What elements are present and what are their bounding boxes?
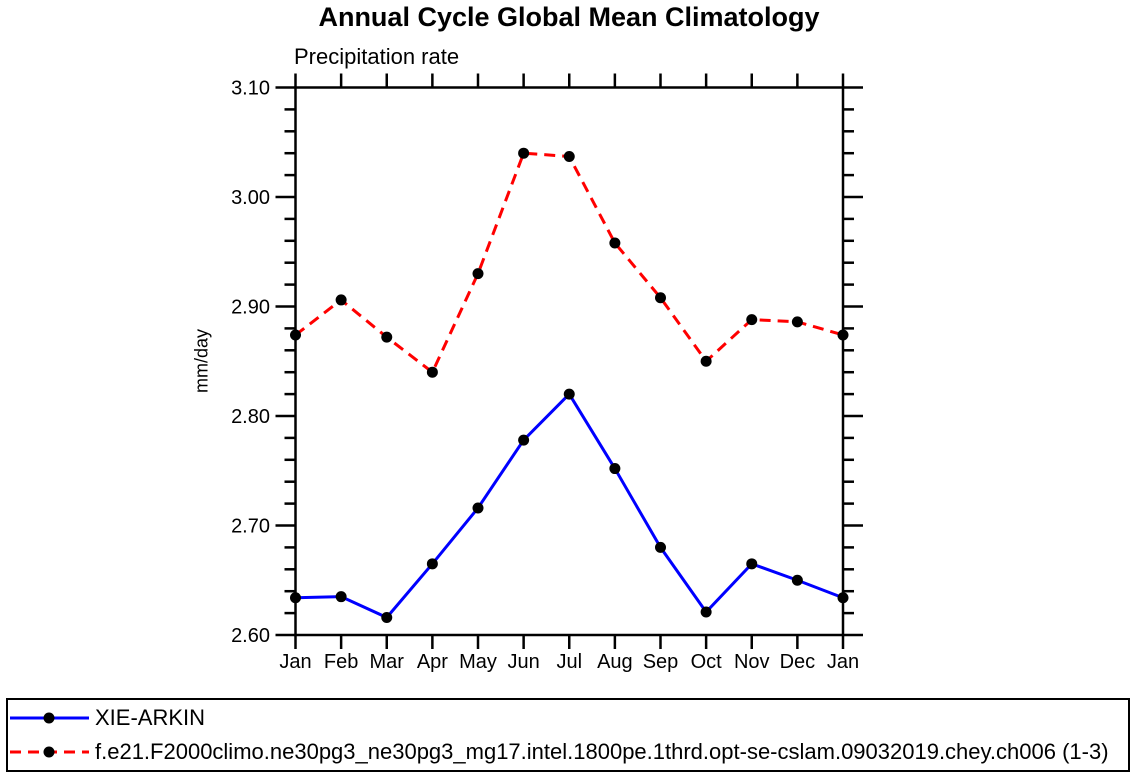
plot-area: 2.60 2.70 2.80 2.90 3.00 3.10 Jan Feb Mar Apr May J… <box>231 73 863 673</box>
legend-swatch-solid-line <box>10 712 89 724</box>
data-point-marker <box>746 558 758 570</box>
x-tick-label: Sep <box>643 651 679 673</box>
x-tick-label: Jan <box>827 651 859 673</box>
series-line-0 <box>295 391 844 620</box>
plot-subtitle: Precipitation rate <box>294 44 460 69</box>
x-tick-label: Feb <box>324 651 358 673</box>
data-point-marker <box>290 329 301 341</box>
data-point-marker <box>381 611 393 623</box>
x-tick-label: Dec <box>780 651 816 673</box>
legend-label-model: f.e21.F2000climo.ne30pg3_ne30pg3_mg17.in… <box>95 739 1109 764</box>
data-point-marker <box>381 331 393 343</box>
y-tick-label: 2.70 <box>231 516 270 538</box>
data-point-marker <box>472 268 484 280</box>
y-tick-label: 2.60 <box>231 625 270 647</box>
x-tick-label: Oct <box>691 651 723 673</box>
data-point-marker <box>791 574 803 586</box>
x-tick-label: Aug <box>597 651 633 673</box>
x-tick-label: Jun <box>508 651 540 673</box>
series-line-1 <box>294 151 844 375</box>
data-point-marker <box>518 434 530 446</box>
plot-frame <box>294 86 845 637</box>
chart-title: Annual Cycle Global Mean Climatology <box>318 2 820 32</box>
data-point-marker <box>290 592 301 604</box>
y-tick-label: 3.00 <box>231 187 270 209</box>
data-point-marker <box>837 592 849 604</box>
data-point-marker <box>335 294 347 306</box>
data-point-marker <box>563 150 575 162</box>
x-tick-label: Jul <box>556 651 582 673</box>
y-tick-label: 2.90 <box>231 297 270 319</box>
data-point-marker <box>518 147 530 159</box>
x-tick-label: Apr <box>417 651 448 673</box>
legend-label-obs: XIE-ARKIN <box>95 705 206 730</box>
data-point-marker <box>655 292 666 304</box>
legend-box: XIE-ARKIN f.e21.F2000climo.ne30pg3_ne30p… <box>6 698 1130 772</box>
data-point-marker <box>609 237 621 249</box>
data-point-marker <box>655 541 666 553</box>
data-point-marker <box>426 558 438 570</box>
data-point-marker <box>746 314 758 326</box>
x-tick-label: Nov <box>734 651 770 673</box>
x-tick-label: Jan <box>279 651 311 673</box>
data-point-marker <box>472 502 484 514</box>
data-point-marker <box>700 355 712 367</box>
y-tick-label: 2.80 <box>231 406 270 428</box>
data-point-marker <box>837 329 849 341</box>
legend-swatch-dashed-line <box>10 746 89 758</box>
x-tick-label: Mar <box>370 651 405 673</box>
data-point-marker <box>700 606 712 618</box>
y-tick-label: 3.10 <box>231 78 270 100</box>
data-point-marker <box>609 463 621 475</box>
data-point-marker <box>426 366 438 378</box>
legend-item-obs: XIE-ARKIN <box>8 703 1128 733</box>
data-point-marker <box>563 388 575 400</box>
data-point-marker <box>791 316 803 328</box>
legend-item-model: f.e21.F2000climo.ne30pg3_ne30pg3_mg17.in… <box>8 737 1128 767</box>
data-point-marker <box>335 591 347 603</box>
x-tick-label: May <box>459 651 497 673</box>
